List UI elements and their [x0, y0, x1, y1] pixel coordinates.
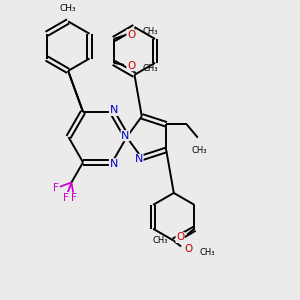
Text: O: O [127, 61, 135, 71]
Text: F: F [63, 193, 69, 202]
Text: CH₃: CH₃ [200, 248, 215, 257]
Text: CH₃: CH₃ [143, 64, 158, 73]
Text: O: O [176, 232, 184, 242]
Text: F: F [71, 193, 77, 203]
Text: F: F [53, 183, 59, 193]
Text: CH₃: CH₃ [143, 27, 158, 36]
Text: N: N [110, 106, 118, 116]
Text: O: O [127, 30, 135, 40]
Text: N: N [110, 159, 118, 169]
Text: CH₃: CH₃ [153, 236, 168, 245]
Text: O: O [184, 244, 192, 254]
Text: N: N [135, 154, 143, 164]
Text: CH₃: CH₃ [60, 4, 76, 13]
Text: CH₃: CH₃ [191, 146, 207, 155]
Text: N: N [121, 131, 129, 141]
